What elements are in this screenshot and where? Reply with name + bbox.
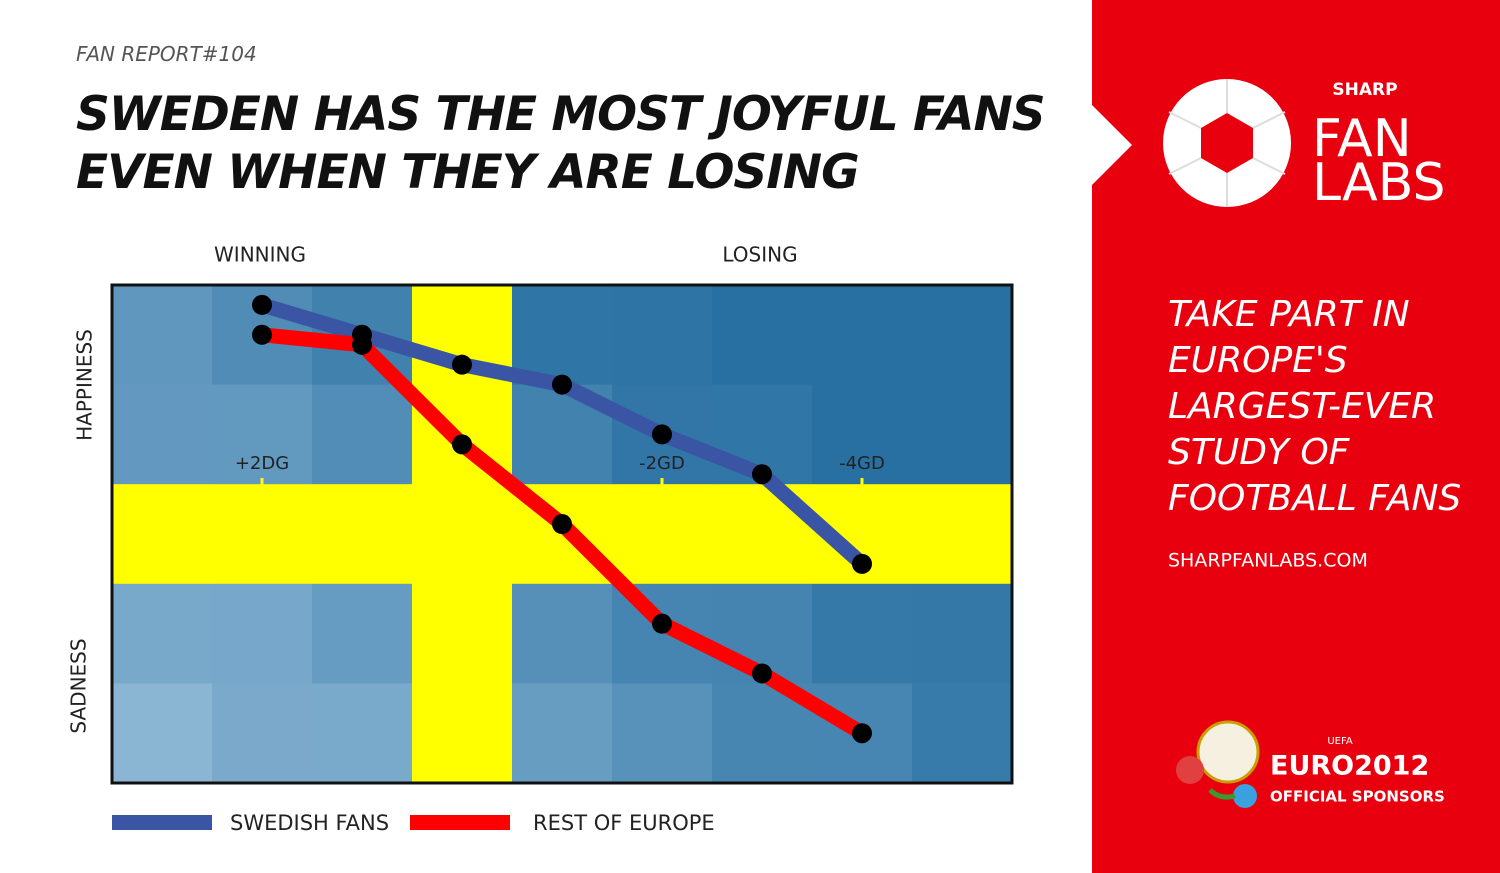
logo-text: FAN — [1312, 109, 1412, 169]
bg-cell — [912, 583, 1013, 684]
bg-cell — [612, 683, 713, 784]
sidebar-bg — [1092, 0, 1500, 873]
top-label: WINNING — [214, 243, 306, 267]
chart-title: SWEDEN HAS THE MOST JOYFUL FANS EVEN WHE… — [76, 87, 1046, 200]
bg-cell — [312, 384, 413, 485]
bg-cell — [512, 683, 613, 784]
bg-cell — [312, 583, 413, 684]
bg-cell — [512, 583, 613, 684]
legend-swatch — [410, 815, 510, 830]
data-point — [852, 553, 872, 574]
data-point — [752, 663, 772, 684]
bg-cell — [812, 285, 913, 386]
subtitle: FAN REPORT#104 — [76, 42, 257, 66]
data-point — [652, 424, 672, 445]
bg-cell — [912, 384, 1013, 485]
x-tick-label: -2GD — [639, 453, 685, 474]
data-point — [852, 723, 872, 744]
data-point — [752, 464, 772, 485]
data-point — [552, 374, 572, 395]
promo-line: LARGEST-EVER — [1168, 386, 1436, 427]
data-point — [452, 354, 472, 375]
x-tick-label: -4GD — [839, 453, 885, 474]
bg-cell — [312, 683, 413, 784]
x-tick-label: +2DG — [235, 453, 289, 474]
bg-cell — [212, 583, 313, 684]
data-point — [352, 334, 372, 355]
y-axis-label: HAPPINESS — [73, 329, 97, 441]
bg-cell — [112, 683, 213, 784]
data-point — [452, 434, 472, 455]
brand: SHARP — [1332, 80, 1397, 100]
legend-swatch — [112, 815, 212, 830]
bg-cell — [912, 683, 1013, 784]
bg-cell — [712, 285, 813, 386]
logo-text: LABS — [1312, 153, 1446, 213]
promo-line: FOOTBALL FANS — [1168, 478, 1461, 519]
uefa: UEFA — [1327, 736, 1352, 747]
bg-cell — [212, 683, 313, 784]
bg-cell — [112, 583, 213, 684]
promo-line: STUDY OF — [1168, 432, 1351, 473]
euro: EURO2012 — [1270, 751, 1429, 782]
data-point — [652, 613, 672, 634]
bg-cell — [112, 285, 213, 386]
notch — [1092, 105, 1132, 185]
bg-cell — [812, 384, 913, 485]
plot-frame — [110, 283, 1014, 785]
bg-cell — [212, 384, 313, 485]
legend-label: REST OF EUROPE — [533, 811, 715, 835]
data-point — [552, 514, 572, 535]
legend-label: SWEDISH FANS — [230, 811, 389, 835]
data-point — [252, 324, 272, 345]
promo-line: EUROPE'S — [1168, 340, 1348, 381]
bg-cell — [912, 285, 1013, 386]
bg-cell — [812, 583, 913, 684]
y-axis-label: SADNESS — [67, 638, 91, 733]
promo-line: TAKE PART IN — [1168, 294, 1410, 335]
url: SHARPFANLABS.COM — [1168, 550, 1368, 572]
top-label: LOSING — [722, 243, 797, 267]
sponsor: OFFICIAL SPONSORS — [1270, 788, 1445, 806]
data-point — [252, 294, 272, 315]
bg-cell — [112, 384, 213, 485]
bg-cell — [612, 285, 713, 386]
euro-logo — [1176, 720, 1260, 808]
logo-ball — [1163, 79, 1291, 207]
bg-cell — [512, 285, 613, 386]
